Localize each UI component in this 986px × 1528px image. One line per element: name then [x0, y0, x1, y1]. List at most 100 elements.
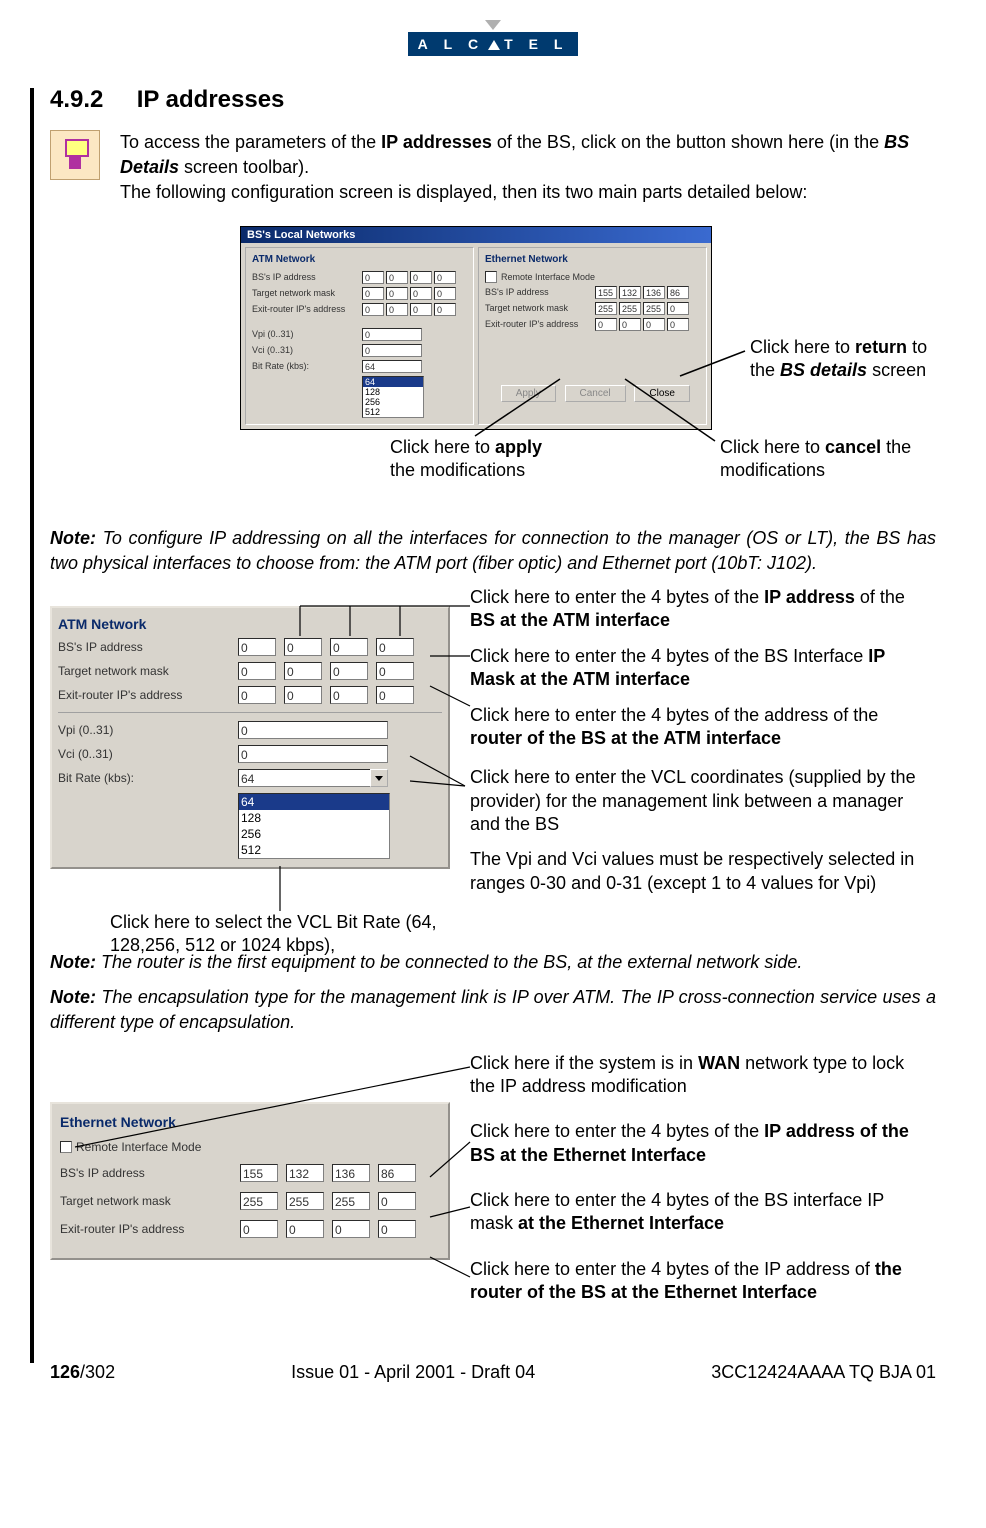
bitrate-combo[interactable]: 64 [238, 769, 388, 787]
ip-input[interactable]: 255 [240, 1192, 278, 1210]
ip-input[interactable]: 0 [386, 287, 408, 300]
atm-callouts: Click here to enter the 4 bytes of the I… [470, 586, 930, 907]
ip-input[interactable]: 0 [386, 271, 408, 284]
ip-input[interactable]: 136 [643, 286, 665, 299]
ip-input[interactable]: 0 [410, 271, 432, 284]
note-text: The encapsulation type for the managemen… [50, 987, 936, 1032]
eth-screenshot: Ethernet Network Remote Interface Mode B… [50, 1102, 450, 1260]
ip-input[interactable]: 0 [619, 318, 641, 331]
label-router: Exit-router IP's address [60, 1222, 240, 1236]
ip-input[interactable]: 0 [284, 686, 322, 704]
ip-input[interactable]: 0 [238, 638, 276, 656]
ip-input[interactable]: 0 [434, 303, 456, 316]
t: Click here to enter the 4 bytes of the a… [470, 705, 878, 725]
ip-input[interactable]: 0 [362, 303, 384, 316]
ip-input[interactable]: 0 [330, 662, 368, 680]
ip-input[interactable]: 0 [238, 686, 276, 704]
ip-input[interactable]: 0 [376, 638, 414, 656]
t: Click here to enter the 4 bytes of the [470, 1121, 764, 1141]
section-number: 4.9.2 [50, 86, 103, 113]
ip-input[interactable]: 255 [619, 302, 641, 315]
list-item[interactable]: 512 [239, 842, 389, 858]
remote-checkbox[interactable] [60, 1141, 72, 1153]
list-item[interactable]: 64 [363, 377, 423, 387]
ip-input[interactable]: 0 [376, 686, 414, 704]
ip-input[interactable]: 0 [667, 318, 689, 331]
atm-heading: ATM Network [58, 616, 442, 632]
list-item[interactable]: 256 [239, 826, 389, 842]
ip-input[interactable]: 0 [378, 1220, 416, 1238]
list-item[interactable]: 256 [363, 397, 423, 407]
ip-input[interactable]: 0 [386, 303, 408, 316]
callout-atm-router: Click here to enter the 4 bytes of the a… [470, 704, 930, 751]
ip-input[interactable]: 0 [330, 638, 368, 656]
t: BS at the ATM interface [470, 610, 670, 630]
eth-heading: Ethernet Network [60, 1114, 440, 1130]
ip-input[interactable]: 0 [362, 287, 384, 300]
ip-input[interactable]: 0 [410, 303, 432, 316]
ip-input[interactable]: 0 [286, 1220, 324, 1238]
t: of the [855, 587, 905, 607]
ip-input[interactable]: 0 [434, 287, 456, 300]
ip-input[interactable]: 0 [332, 1220, 370, 1238]
t: screen toolbar). [179, 157, 309, 177]
ip-input[interactable]: 0 [376, 662, 414, 680]
ip-input[interactable]: 0 [240, 1220, 278, 1238]
vci-input[interactable]: 0 [362, 344, 422, 357]
alcatel-logo: A L CT E L [408, 32, 579, 56]
callout-eth-router: Click here to enter the 4 bytes of the I… [470, 1258, 930, 1305]
vpi-input[interactable]: 0 [238, 721, 388, 739]
t: Click here if the system is in [470, 1053, 698, 1073]
footer-center: Issue 01 - April 2001 - Draft 04 [291, 1362, 535, 1383]
ip-input[interactable]: 86 [667, 286, 689, 299]
ip-input[interactable]: 155 [595, 286, 617, 299]
t: IP addresses [381, 132, 492, 152]
label-bs-ip: BS's IP address [252, 272, 362, 282]
ip-input[interactable]: 132 [619, 286, 641, 299]
ip-input[interactable]: 0 [284, 662, 322, 680]
list-item[interactable]: 128 [363, 387, 423, 397]
cancel-button[interactable]: Cancel [565, 385, 626, 402]
ip-input[interactable]: 0 [238, 662, 276, 680]
close-button[interactable]: Close [634, 385, 690, 402]
ip-input[interactable]: 0 [643, 318, 665, 331]
bitrate-combo[interactable]: 64 [362, 360, 422, 373]
t: the modifications [390, 460, 525, 480]
ip-input[interactable]: 255 [332, 1192, 370, 1210]
ip-input[interactable]: 155 [240, 1164, 278, 1182]
label-bitrate: Bit Rate (kbs): [252, 361, 362, 371]
list-item[interactable]: 512 [363, 407, 423, 417]
ip-input[interactable]: 255 [286, 1192, 324, 1210]
label-vpi: Vpi (0..31) [58, 723, 238, 737]
vci-input[interactable]: 0 [238, 745, 388, 763]
callout-eth-ip: Click here to enter the 4 bytes of the I… [470, 1120, 930, 1167]
vpi-input[interactable]: 0 [362, 328, 422, 341]
ip-input[interactable]: 255 [643, 302, 665, 315]
ip-input[interactable]: 0 [410, 287, 432, 300]
apply-button[interactable]: Apply [501, 385, 556, 402]
ip-input[interactable]: 86 [378, 1164, 416, 1182]
dropdown-arrow-icon[interactable] [370, 769, 388, 787]
ip-input[interactable]: 255 [595, 302, 617, 315]
list-item[interactable]: 64 [239, 794, 389, 810]
ip-input[interactable]: 132 [286, 1164, 324, 1182]
ip-input[interactable]: 0 [434, 271, 456, 284]
t: return [855, 337, 907, 357]
t: at the Ethernet Interface [518, 1213, 724, 1233]
remote-checkbox[interactable] [485, 271, 497, 283]
callout-apply: Click here to apply the modifications [390, 436, 610, 483]
ip-input[interactable]: 0 [362, 271, 384, 284]
bitrate-list[interactable]: 64 128 256 512 [362, 376, 424, 418]
ip-input[interactable]: 0 [378, 1192, 416, 1210]
panel-atm: ATM Network BS's IP address0000 Target n… [245, 247, 474, 425]
t: cancel [825, 437, 881, 457]
bitrate-list[interactable]: 64 128 256 512 [238, 793, 390, 859]
label-vci: Vci (0..31) [252, 345, 362, 355]
ip-input[interactable]: 0 [284, 638, 322, 656]
list-item[interactable]: 128 [239, 810, 389, 826]
ip-input[interactable]: 136 [332, 1164, 370, 1182]
ip-input[interactable]: 0 [667, 302, 689, 315]
note-3: Note: The encapsulation type for the man… [50, 985, 936, 1035]
ip-input[interactable]: 0 [330, 686, 368, 704]
ip-input[interactable]: 0 [595, 318, 617, 331]
